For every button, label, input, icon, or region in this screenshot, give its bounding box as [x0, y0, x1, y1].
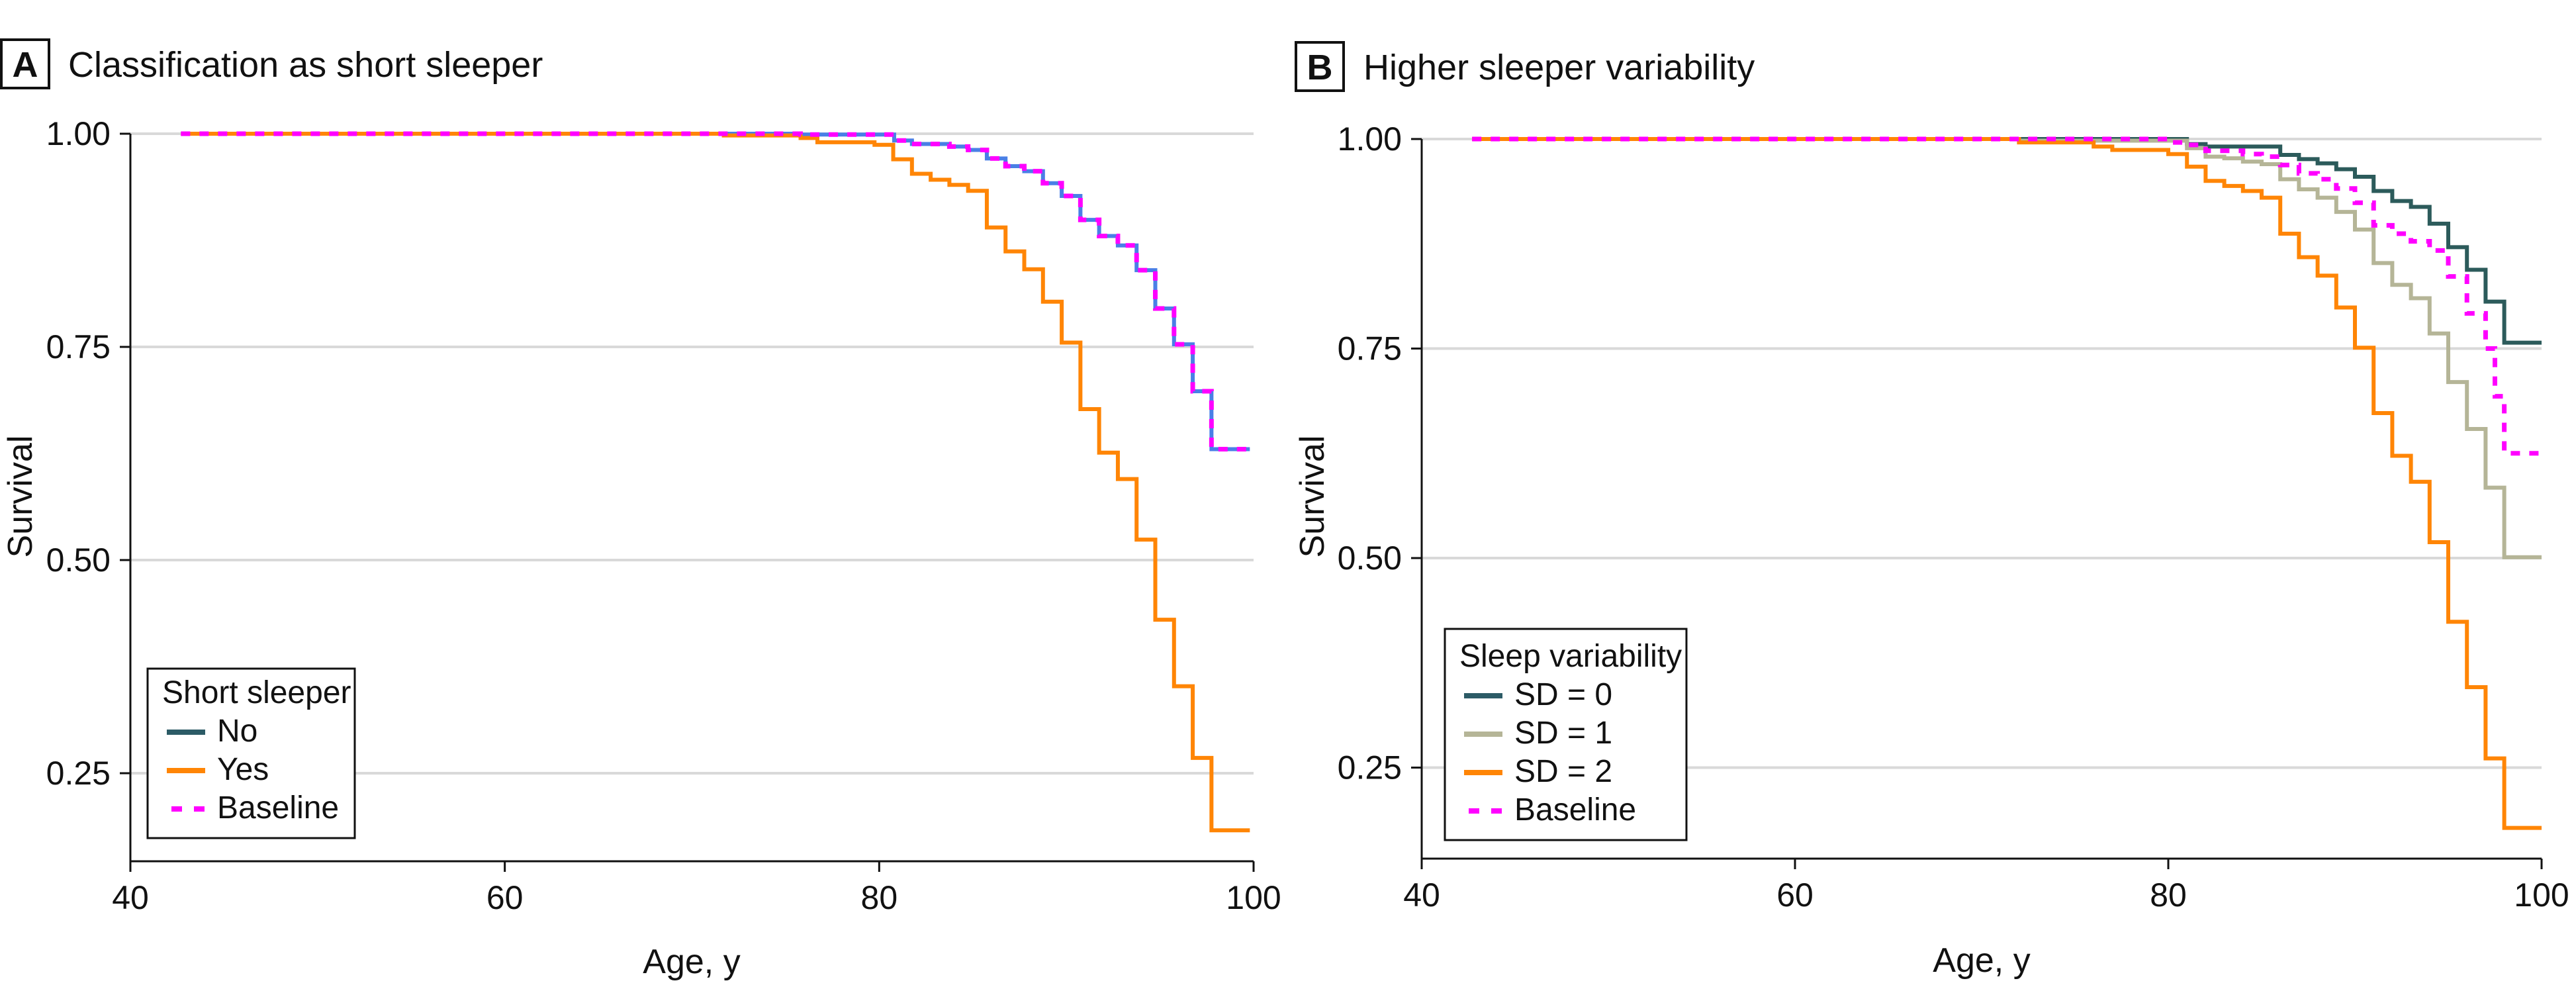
panel-label: A: [13, 45, 38, 85]
panel-title: Classification as short sleeper: [68, 45, 543, 85]
legend-label: SD = 1: [1514, 716, 1612, 751]
y-axis-title: Survival: [1293, 436, 1332, 558]
panel-b: B Higher sleeper variability Survival Ag…: [1293, 41, 2569, 980]
legend-title: Short sleeper: [162, 675, 351, 710]
series-lines: [181, 131, 1250, 833]
axes: 0.25 0.50 0.75 1.00 40 60 80 100: [46, 115, 1281, 916]
series-line-sd-2: [1472, 137, 2542, 830]
x-tick-label: 60: [1776, 876, 1814, 914]
x-tick-label: 40: [112, 879, 149, 916]
x-tick-label: 100: [2514, 876, 2569, 914]
x-axis-title: Age, y: [1933, 941, 2030, 980]
legend-label: Yes: [217, 752, 269, 787]
legend-label: SD = 0: [1514, 677, 1612, 712]
y-tick-label: 0.75: [46, 328, 111, 365]
panel-title: Higher sleeper variability: [1363, 48, 1755, 87]
legend-label: Baseline: [1514, 792, 1636, 828]
panel-label-box: [0, 38, 50, 89]
legend-label: Baseline: [217, 790, 339, 826]
legend-label: SD = 2: [1514, 754, 1612, 789]
x-tick-label: 40: [1403, 876, 1440, 914]
x-axis-title: Age, y: [643, 943, 740, 981]
y-tick-label: 1.00: [46, 115, 111, 152]
y-tick-label: 0.50: [1338, 540, 1402, 577]
series-line-sd-0: [1472, 137, 2542, 345]
x-tick-label: 80: [2150, 876, 2187, 914]
y-axis-title: Survival: [1, 436, 40, 558]
x-tick-label: 80: [861, 879, 898, 916]
y-tick-label: 0.25: [1338, 749, 1402, 786]
series-line-baseline: [181, 131, 1250, 452]
panel-label-box: [1295, 41, 1345, 92]
panel-a: A Classification as short sleeper Surviv…: [0, 38, 1281, 981]
series-line-sd-1: [1472, 137, 2542, 559]
axes: 0.25 0.50 0.75 1.00 40 60 80 100: [1338, 120, 2569, 914]
y-tick-label: 1.00: [1338, 120, 1402, 158]
series-line-yes: [181, 132, 1250, 833]
legend-label: No: [217, 714, 257, 749]
y-tick-label: 0.50: [46, 542, 111, 579]
panel-label: B: [1307, 48, 1333, 87]
series-line-no: [181, 132, 1250, 451]
legend-title: Sleep variability: [1459, 639, 1682, 674]
x-tick-label: 60: [486, 879, 524, 916]
legend-box: [146, 667, 356, 839]
y-tick-label: 0.25: [46, 755, 111, 792]
series-line-baseline: [1472, 136, 2542, 456]
series-lines: [1472, 136, 2542, 830]
x-tick-label: 100: [1226, 879, 1281, 916]
y-tick-label: 0.75: [1338, 330, 1402, 367]
